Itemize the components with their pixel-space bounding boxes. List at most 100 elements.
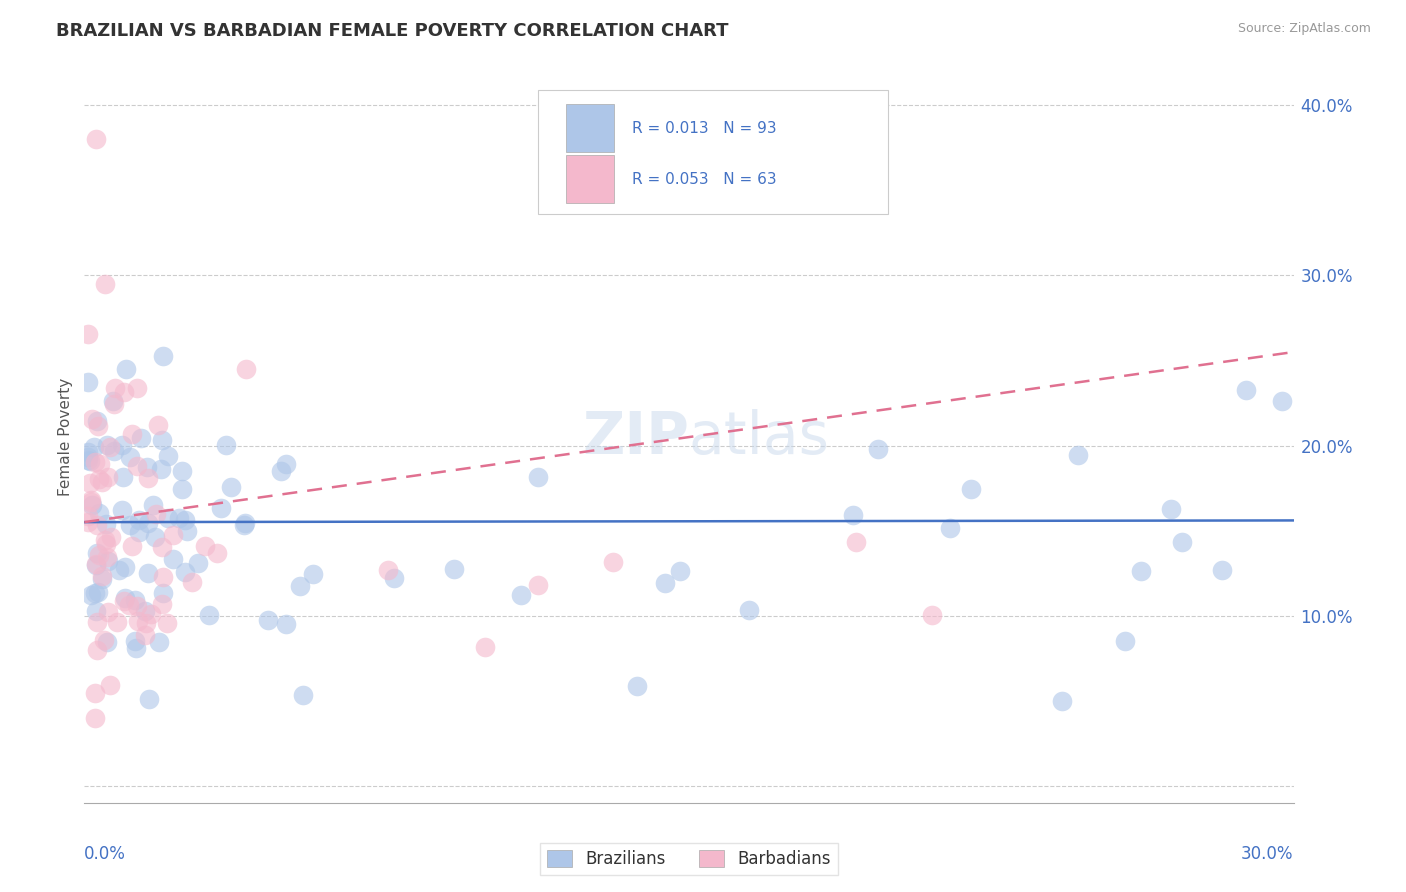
Point: [146, 417, 169, 432]
Point: [128, 525, 150, 540]
Point: [103, 444, 125, 458]
Point: [181, 575, 204, 590]
Point: [125, 381, 148, 395]
Point: [197, 608, 219, 623]
Text: Source: ZipAtlas.com: Source: ZipAtlas.com: [1237, 22, 1371, 36]
Point: [1170, 535, 1192, 549]
Point: [86, 643, 108, 657]
Point: [155, 615, 177, 630]
Point: [84, 558, 107, 573]
Point: [112, 384, 135, 399]
Point: [292, 688, 315, 702]
Point: [150, 433, 173, 447]
Point: [87, 472, 110, 486]
Point: [215, 438, 238, 452]
Point: [257, 613, 280, 627]
Point: [118, 450, 141, 464]
Point: [86, 557, 108, 571]
Point: [149, 462, 172, 476]
Point: [121, 427, 143, 442]
Point: [602, 555, 624, 569]
Point: [474, 640, 496, 654]
Point: [138, 566, 160, 580]
Point: [79, 492, 101, 507]
Point: [87, 548, 110, 562]
Point: [142, 498, 165, 512]
Point: [124, 593, 146, 607]
Point: [145, 507, 167, 521]
Point: [233, 516, 256, 530]
Point: [738, 603, 761, 617]
Point: [1234, 383, 1257, 397]
Point: [219, 480, 242, 494]
Point: [84, 586, 107, 600]
Point: [84, 604, 107, 618]
Point: [960, 482, 983, 496]
Point: [162, 552, 184, 566]
Point: [1271, 394, 1294, 409]
Point: [79, 475, 101, 490]
Point: [938, 521, 960, 535]
Point: [1129, 564, 1152, 578]
Point: [111, 470, 134, 484]
Point: [97, 605, 120, 619]
Point: [110, 503, 132, 517]
Point: [80, 588, 103, 602]
Point: [98, 440, 121, 454]
Point: [152, 569, 174, 583]
Point: [167, 511, 190, 525]
Point: [170, 482, 193, 496]
Point: [134, 628, 156, 642]
Point: [82, 411, 104, 425]
Point: [173, 565, 195, 579]
Point: [86, 518, 108, 533]
Point: [82, 498, 104, 512]
Point: [101, 394, 124, 409]
Text: ZIP: ZIP: [582, 409, 689, 466]
Text: atlas: atlas: [689, 409, 830, 466]
Point: [152, 585, 174, 599]
Point: [111, 438, 134, 452]
Point: [270, 464, 292, 478]
Text: R = 0.013   N = 93: R = 0.013 N = 93: [633, 120, 776, 136]
Point: [94, 516, 117, 531]
Point: [205, 546, 228, 560]
Point: [143, 530, 166, 544]
Point: [1211, 563, 1233, 577]
Point: [127, 614, 149, 628]
Point: [120, 517, 142, 532]
Point: [89, 506, 111, 520]
Point: [96, 635, 118, 649]
Point: [156, 449, 179, 463]
Point: [96, 549, 118, 564]
Point: [1067, 449, 1090, 463]
Point: [104, 381, 127, 395]
Point: [94, 533, 117, 548]
Text: 30.0%: 30.0%: [1241, 846, 1294, 863]
Point: [382, 571, 405, 585]
Point: [125, 458, 148, 473]
Point: [86, 132, 108, 146]
Point: [150, 597, 173, 611]
Point: [290, 579, 312, 593]
Point: [86, 546, 108, 560]
Point: [148, 635, 170, 649]
Point: [138, 516, 160, 530]
Point: [921, 608, 943, 623]
Point: [302, 567, 325, 582]
Text: 0.0%: 0.0%: [84, 846, 127, 863]
Point: [84, 711, 107, 725]
Point: [139, 607, 162, 621]
Point: [162, 528, 184, 542]
Point: [83, 686, 105, 700]
Point: [77, 376, 100, 390]
Point: [79, 454, 101, 468]
Point: [118, 598, 141, 612]
Point: [112, 594, 135, 608]
Point: [1114, 633, 1136, 648]
Point: [276, 457, 298, 471]
Point: [654, 576, 676, 591]
Point: [235, 362, 257, 376]
Point: [173, 513, 195, 527]
Point: [527, 578, 550, 592]
